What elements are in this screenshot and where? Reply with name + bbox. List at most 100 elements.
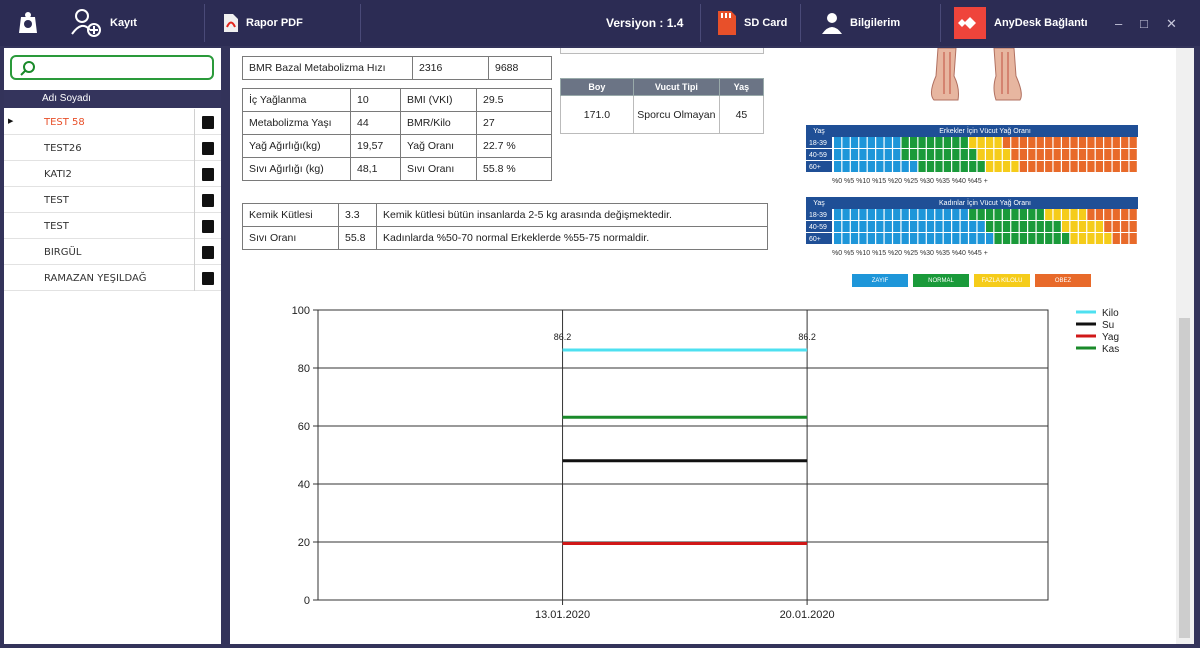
sdcard-cell[interactable] — [194, 109, 221, 135]
scale-cell — [884, 221, 892, 232]
sdcard-cell[interactable] — [194, 239, 221, 265]
anydesk-button[interactable]: AnyDesk Bağlantı — [954, 0, 1088, 46]
list-item[interactable]: TEST — [4, 213, 221, 239]
bilgilerim-button[interactable]: Bilgilerim — [822, 0, 900, 46]
scale-cell — [1062, 209, 1070, 220]
kayit-label: Kayıt — [110, 17, 137, 29]
legend-obez: OBEZ — [1035, 274, 1091, 287]
scale-cell — [960, 137, 968, 148]
scale-cell — [884, 209, 892, 220]
y-tick-label: 80 — [298, 363, 310, 375]
scale-cell — [1104, 161, 1112, 172]
scale-cell — [850, 221, 859, 232]
list-item-name: TEST26 — [44, 143, 82, 154]
scale-cell — [1011, 221, 1019, 232]
scale-cell — [842, 209, 850, 220]
scale-cell — [1028, 161, 1036, 172]
list-item[interactable]: KATI2 — [4, 161, 221, 187]
scale-cell — [1087, 149, 1095, 160]
scale-yas: Yaş — [806, 125, 832, 137]
list-item[interactable]: ▶ TEST 58 — [4, 109, 221, 135]
scale-cell — [1104, 149, 1112, 160]
boy-header: Boy — [560, 78, 634, 96]
vertical-scrollbar[interactable] — [1176, 48, 1194, 644]
scale-row-label-bg — [806, 137, 832, 148]
scale-cell — [969, 221, 977, 232]
sivi-label: Sıvı Ağırlığı (kg) — [242, 157, 351, 181]
sdcard-button[interactable]: SD Card — [718, 0, 787, 46]
scale-cell — [1087, 161, 1095, 172]
scale-cell — [1078, 209, 1087, 220]
sdcard-icon — [202, 220, 214, 233]
scale-row-label: 60+ — [809, 236, 821, 243]
scale-row-label-bg — [806, 209, 832, 220]
tip-header: Vucut Tipi — [632, 78, 720, 96]
bmrkilo-value: 27 — [476, 111, 552, 135]
scale-cell — [850, 149, 859, 160]
list-item[interactable]: RAMAZAN YEŞILDAĞ — [4, 265, 221, 291]
rapor-pdf-button[interactable]: Rapor PDF — [224, 0, 303, 46]
scale-cell — [884, 233, 892, 244]
scale-cell — [969, 161, 977, 172]
sdcard-cell[interactable] — [194, 161, 221, 187]
scale-cell — [943, 149, 952, 160]
scale-cell — [926, 233, 935, 244]
scale-cell — [1028, 233, 1036, 244]
scale-cell — [935, 137, 943, 148]
sdcard-cell[interactable] — [194, 187, 221, 213]
scale-cell — [893, 233, 901, 244]
search-input[interactable] — [10, 55, 214, 80]
yagorani-value: 22.7 % — [476, 134, 552, 158]
selected-row-icon: ▶ — [8, 117, 14, 125]
scale-cell — [1095, 233, 1104, 244]
scale-cell — [893, 221, 901, 232]
ic-value: 10 — [350, 88, 401, 112]
scale-cell — [1095, 221, 1104, 232]
scale-cell — [1036, 161, 1044, 172]
meta-value: 44 — [350, 111, 401, 135]
scrollbar-thumb[interactable] — [1179, 318, 1190, 638]
scale-cell — [842, 149, 850, 160]
scale-cell — [1112, 149, 1120, 160]
sivi-orani-label: Sıvı Oranı — [242, 226, 339, 250]
scale-cell — [1095, 209, 1104, 220]
scale-cell — [935, 209, 943, 220]
list-item[interactable]: BIRGÜL — [4, 239, 221, 265]
close-button[interactable]: ✕ — [1166, 16, 1177, 31]
sdcard-cell[interactable] — [194, 135, 221, 161]
x-tick-label: 13.01.2020 — [535, 609, 590, 621]
scale-cell — [952, 161, 960, 172]
scale-cell — [850, 161, 859, 172]
list-item[interactable]: TEST26 — [4, 135, 221, 161]
y-tick-label: 60 — [298, 421, 310, 433]
list-item[interactable]: TEST — [4, 187, 221, 213]
maximize-button[interactable]: □ — [1140, 16, 1148, 31]
scale-cell — [834, 221, 842, 232]
male-fat-scale: Yaş Erkekler İçin Vücut Yağ Oranı 18-39 40… — [806, 125, 1138, 185]
scale-cell — [994, 233, 1002, 244]
scale-cell — [901, 161, 909, 172]
scale-cell — [850, 233, 859, 244]
scale-cell — [994, 221, 1002, 232]
scale-cell — [926, 221, 935, 232]
kayit-button[interactable]: Kayıt — [70, 0, 137, 46]
search-icon — [20, 61, 35, 76]
scale-cell — [1087, 233, 1095, 244]
sdcard-cell[interactable] — [194, 265, 221, 291]
yag-label: Yağ Ağırlığı(kg) — [242, 134, 351, 158]
scale-cell — [1070, 221, 1078, 232]
yas-value: 45 — [718, 95, 765, 134]
scale-cell — [986, 233, 994, 244]
scale-cell — [893, 209, 901, 220]
list-header: Adı Soyadı — [4, 90, 221, 108]
scale-button[interactable] — [18, 0, 38, 46]
scale-cell — [1070, 233, 1078, 244]
minimize-button[interactable]: – — [1115, 16, 1123, 31]
scale-cell — [1028, 149, 1036, 160]
scale-cell — [867, 149, 876, 160]
sdcard-cell[interactable] — [194, 213, 221, 239]
female-scale-title: Kadınlar İçin Vücut Yağ Oranı — [832, 197, 1138, 209]
sdcard-icon — [202, 194, 214, 207]
scale-cell — [859, 233, 867, 244]
scale-cell — [1011, 161, 1019, 172]
